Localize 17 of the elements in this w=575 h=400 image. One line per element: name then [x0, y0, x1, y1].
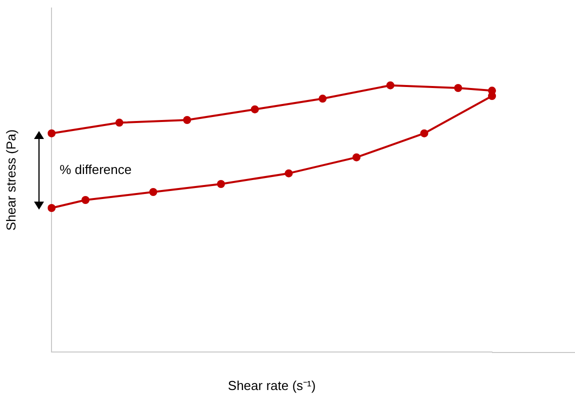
point [149, 188, 158, 196]
point [284, 169, 293, 178]
point [81, 196, 90, 204]
point [318, 94, 327, 103]
annotation: % difference [60, 162, 132, 178]
point [115, 118, 124, 127]
point [48, 129, 56, 138]
point [216, 180, 225, 188]
point [454, 84, 462, 92]
point [386, 81, 394, 90]
point [250, 105, 259, 114]
point [420, 129, 428, 138]
x-axis-title: Shear rate (s⁻¹) [228, 378, 316, 393]
point [183, 116, 192, 124]
point [48, 204, 56, 212]
y-axis-title: Shear stress (Pa) [3, 129, 18, 231]
point [352, 153, 360, 162]
